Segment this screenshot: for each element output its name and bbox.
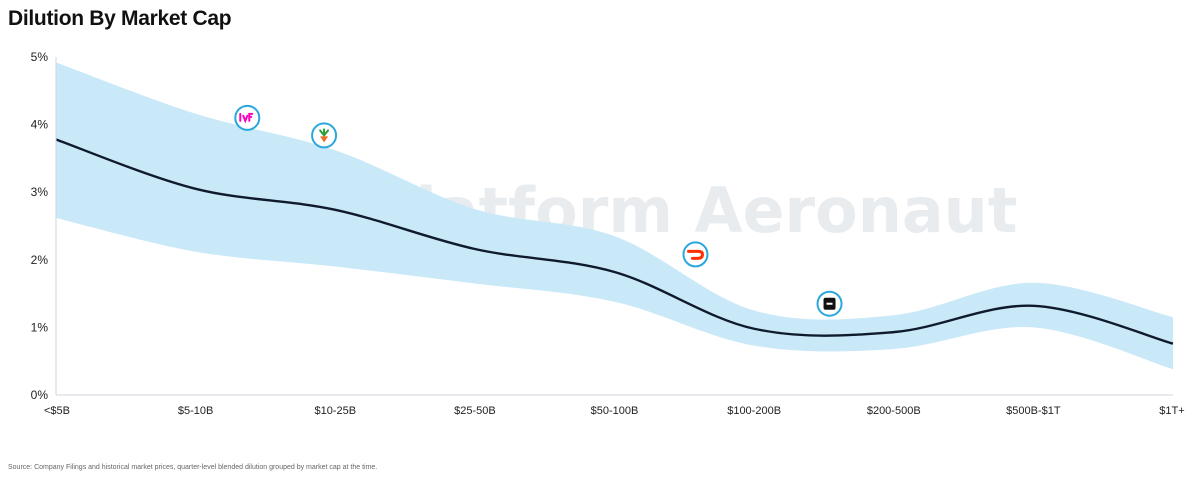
x-tick-label: $1T+ [1159,405,1184,417]
square-logo-icon [816,290,843,317]
x-tick-label: <$5B [44,405,70,417]
y-tick-label: 3% [31,185,49,199]
range-band [56,62,1173,370]
y-tick-label: 0% [31,388,49,402]
carrot-logo-icon [311,122,338,149]
lyft-logo-icon [234,104,261,131]
series-line [55,138,1174,345]
y-tick-label: 1% [31,320,49,334]
y-tick-label: 5% [31,50,49,64]
x-tick-label: $50-100B [591,405,639,417]
x-tick-label: $5-10B [178,405,213,417]
source-note: Source: Company Filings and historical m… [8,464,378,471]
x-tick-labels: <$5B $5-10B $10-25B $25-50B $50-100B $100-200… [44,405,1185,417]
x-tick-label: $500B-$1T [1006,405,1061,417]
doordash-logo-icon [682,241,709,268]
x-tick-label: $100-200B [727,405,781,417]
company-markers [234,104,843,317]
y-tick-labels: 0% 1% 2% 3% 4% 5% [31,50,49,402]
chart-title: Dilution By Market Cap [8,7,232,30]
y-tick-label: 2% [31,253,49,267]
x-tick-label: $200-500B [867,405,921,417]
y-tick-label: 4% [31,118,49,132]
x-tick-label: $10-25B [314,405,356,417]
x-tick-label: $25-50B [454,405,496,417]
